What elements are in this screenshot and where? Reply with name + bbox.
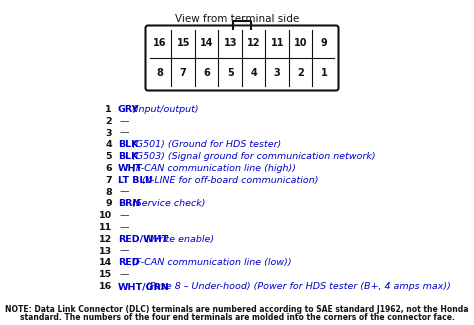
Text: 1: 1 bbox=[321, 68, 328, 78]
Text: —: — bbox=[120, 223, 129, 232]
Text: —: — bbox=[120, 117, 129, 126]
Text: 14: 14 bbox=[200, 38, 213, 48]
Text: 12: 12 bbox=[247, 38, 261, 48]
Text: (Input/output): (Input/output) bbox=[128, 105, 198, 114]
Text: 16: 16 bbox=[153, 38, 166, 48]
Text: RED: RED bbox=[118, 258, 140, 267]
Text: 3: 3 bbox=[274, 68, 281, 78]
Text: (Fuse 8 – Under-hood) (Power for HDS tester (B+, 4 amps max)): (Fuse 8 – Under-hood) (Power for HDS tes… bbox=[143, 282, 451, 291]
Text: 6: 6 bbox=[105, 164, 112, 173]
Text: View from terminal side: View from terminal side bbox=[175, 14, 299, 24]
Text: 13: 13 bbox=[224, 38, 237, 48]
Text: 4: 4 bbox=[250, 68, 257, 78]
Text: 11: 11 bbox=[271, 38, 284, 48]
Text: GRY: GRY bbox=[118, 105, 139, 114]
Text: 16: 16 bbox=[99, 282, 112, 291]
Text: —: — bbox=[120, 129, 129, 137]
Text: WHT/GRN: WHT/GRN bbox=[118, 282, 170, 291]
Text: 15: 15 bbox=[176, 38, 190, 48]
Text: (G501) (Ground for HDS tester): (G501) (Ground for HDS tester) bbox=[128, 140, 281, 150]
Text: 7: 7 bbox=[180, 68, 187, 78]
Text: 8: 8 bbox=[105, 188, 112, 197]
Text: 2: 2 bbox=[105, 117, 112, 126]
Text: —: — bbox=[120, 247, 129, 255]
Text: (F-CAN communication line (low)): (F-CAN communication line (low)) bbox=[128, 258, 291, 267]
Text: (K-LINE for off-board communication): (K-LINE for off-board communication) bbox=[139, 176, 319, 185]
Text: 10: 10 bbox=[294, 38, 308, 48]
Text: (Service check): (Service check) bbox=[128, 200, 205, 208]
Text: 2: 2 bbox=[297, 68, 304, 78]
Text: BLK: BLK bbox=[118, 140, 138, 150]
Text: 5: 5 bbox=[227, 68, 234, 78]
Text: 8: 8 bbox=[156, 68, 163, 78]
Text: 3: 3 bbox=[106, 129, 112, 137]
FancyBboxPatch shape bbox=[146, 25, 338, 90]
Text: BLK: BLK bbox=[118, 152, 138, 161]
Text: —: — bbox=[120, 211, 129, 220]
Text: 13: 13 bbox=[99, 247, 112, 255]
Text: (Write enable): (Write enable) bbox=[143, 235, 214, 244]
Text: (G503) (Signal ground for communication network): (G503) (Signal ground for communication … bbox=[128, 152, 375, 161]
Text: 7: 7 bbox=[105, 176, 112, 185]
Bar bbox=[233, 27, 251, 30]
Text: (F-CAN communication line (high)): (F-CAN communication line (high)) bbox=[128, 164, 296, 173]
Text: 11: 11 bbox=[99, 223, 112, 232]
Text: NOTE: Data Link Connector (DLC) terminals are numbered according to SAE standard: NOTE: Data Link Connector (DLC) terminal… bbox=[5, 305, 469, 314]
Text: 9: 9 bbox=[321, 38, 328, 48]
Text: 15: 15 bbox=[99, 270, 112, 279]
Text: 12: 12 bbox=[99, 235, 112, 244]
Text: 4: 4 bbox=[105, 140, 112, 150]
Text: RED/WHT: RED/WHT bbox=[118, 235, 168, 244]
Text: LT BLU: LT BLU bbox=[118, 176, 153, 185]
Text: standard. The numbers of the four end terminals are molded into the corners of t: standard. The numbers of the four end te… bbox=[19, 313, 455, 322]
Text: 5: 5 bbox=[106, 152, 112, 161]
Text: 14: 14 bbox=[99, 258, 112, 267]
Text: BRN: BRN bbox=[118, 200, 140, 208]
Text: WHT: WHT bbox=[118, 164, 143, 173]
Text: —: — bbox=[120, 270, 129, 279]
Text: 1: 1 bbox=[105, 105, 112, 114]
Text: 10: 10 bbox=[99, 211, 112, 220]
Text: 6: 6 bbox=[203, 68, 210, 78]
Text: —: — bbox=[120, 188, 129, 197]
Text: 9: 9 bbox=[105, 200, 112, 208]
